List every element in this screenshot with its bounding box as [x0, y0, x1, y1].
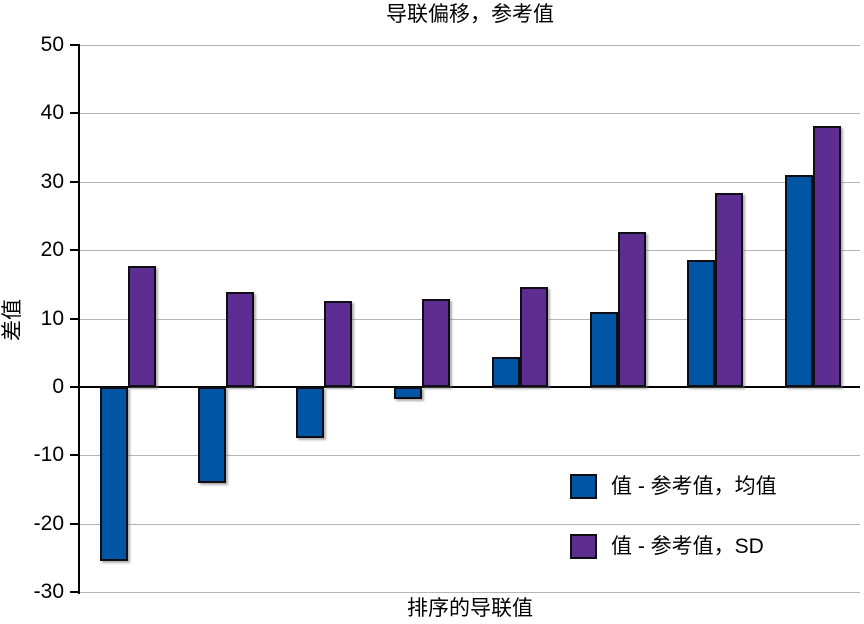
- bar-sd-1: [128, 265, 156, 387]
- bar-mean-7: [687, 260, 716, 387]
- bar-sd-8: [813, 125, 842, 387]
- legend-label-sd: 值 - 参考值，SD: [611, 535, 764, 558]
- bar-mean-6: [589, 311, 618, 387]
- chart-title: 导联偏移，参考值: [386, 3, 554, 26]
- bar-sd-4: [421, 299, 450, 387]
- y-tick-label--10: -10: [33, 443, 64, 467]
- y-tick-mark--30: [70, 591, 79, 593]
- zero-baseline: [80, 385, 860, 388]
- gridline-y-10: [80, 319, 860, 320]
- y-axis-line: [78, 44, 80, 594]
- gridline-y-40: [80, 113, 860, 114]
- bar-mean-2: [197, 386, 226, 483]
- bar-mean-3: [295, 386, 324, 439]
- y-tick-label--20: -20: [33, 511, 64, 535]
- y-tick-mark-50: [70, 44, 79, 46]
- y-tick-mark-10: [70, 317, 79, 320]
- y-tick-mark-20: [70, 249, 79, 252]
- bar-mean-8: [785, 174, 814, 387]
- y-tick-mark--20: [70, 522, 79, 525]
- y-tick-label-20: 20: [40, 238, 64, 262]
- gridline-y--20: [80, 524, 860, 525]
- bar-sd-2: [225, 291, 254, 387]
- y-tick-mark-0: [70, 385, 79, 388]
- gridline-y--10: [80, 455, 860, 456]
- bar-mean-1: [100, 386, 128, 562]
- y-tick-mark-40: [70, 112, 79, 115]
- bar-sd-7: [715, 192, 744, 387]
- plot-area: 值 - 参考值，均值值 - 参考值，SD: [80, 45, 860, 593]
- bar-sd-5: [519, 287, 548, 387]
- legend-label-mean: 值 - 参考值，均值: [611, 475, 777, 498]
- gridline-y-50: [80, 45, 860, 46]
- bar-mean-5: [491, 357, 520, 387]
- y-tick-label-40: 40: [40, 101, 64, 125]
- bar-sd-3: [323, 301, 352, 387]
- bar-sd-6: [617, 232, 646, 387]
- legend-swatch-sd: [570, 534, 597, 559]
- legend: 值 - 参考值，均值值 - 参考值，SD: [570, 473, 777, 593]
- y-tick-label-10: 10: [40, 306, 64, 330]
- y-tick-label--30: -30: [33, 580, 64, 603]
- legend-swatch-mean: [570, 474, 597, 499]
- y-tick-mark--10: [70, 454, 79, 457]
- y-tick-label-50: 50: [40, 33, 64, 56]
- y-tick-mark-30: [70, 180, 79, 183]
- y-tick-label-0: 0: [52, 374, 64, 398]
- gridline-y-30: [80, 182, 860, 183]
- x-axis-label: 排序的导联值: [407, 597, 533, 620]
- bar-mean-4: [393, 386, 422, 400]
- gridline-y-20: [80, 250, 860, 251]
- gridline-y--30: [80, 592, 860, 593]
- legend-item-mean: 值 - 参考值，均值: [570, 473, 777, 500]
- y-tick-label-30: 30: [40, 169, 64, 193]
- legend-item-sd: 值 - 参考值，SD: [570, 533, 777, 560]
